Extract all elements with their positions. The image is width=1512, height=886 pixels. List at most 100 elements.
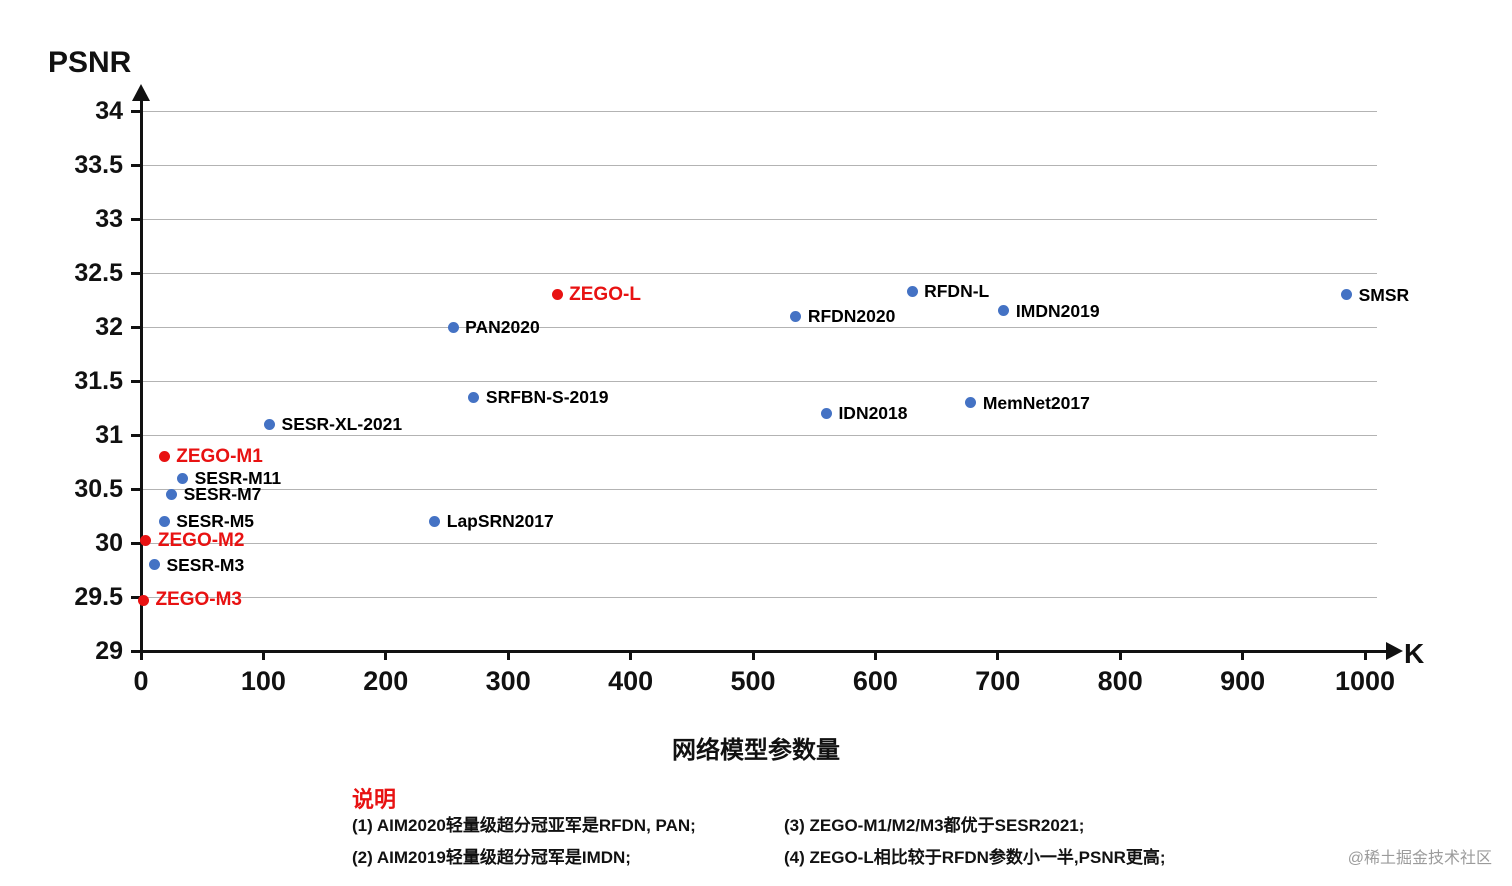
data-point-label: ZEGO-M2 <box>157 529 245 551</box>
data-point <box>820 407 832 419</box>
x-tick-mark <box>629 651 633 660</box>
data-point <box>998 305 1010 317</box>
data-point-label: ZEGO-M1 <box>176 445 263 467</box>
y-tick-label: 32.5 <box>74 259 123 287</box>
y-axis-title: PSNR <box>48 46 132 79</box>
data-point-label: SRFBN-S-2019 <box>485 387 609 408</box>
data-point <box>166 488 178 500</box>
note-item: (3) ZEGO-M1/M2/M3都优于SESR2021; <box>784 816 1085 835</box>
data-point <box>140 535 152 547</box>
y-tick-label: 30 <box>95 529 123 557</box>
x-tick-label: 400 <box>608 666 654 696</box>
x-tick-mark <box>261 651 265 660</box>
note-item: (4) ZEGO-L相比较于RFDN参数小一半,PSNR更高; <box>784 848 1166 867</box>
data-point-label: ZEGO-M3 <box>155 589 242 611</box>
data-point <box>790 310 802 322</box>
gridline <box>141 326 1377 328</box>
x-tick-label: 0 <box>133 666 149 696</box>
y-tick-label: 31 <box>95 421 123 449</box>
gridline <box>141 110 1377 112</box>
x-tick-label: 900 <box>1220 666 1266 696</box>
x-axis-unit-label: K <box>1404 638 1425 669</box>
x-axis-arrow <box>1386 642 1403 660</box>
x-tick-label: 800 <box>1097 666 1143 696</box>
y-tick-mark <box>131 487 140 491</box>
y-tick-label: 33.5 <box>74 151 123 179</box>
data-point <box>158 451 170 463</box>
x-tick-label: 300 <box>485 666 531 696</box>
x-tick-label: 100 <box>240 666 286 696</box>
y-tick-label: 34 <box>95 97 123 125</box>
y-tick-label: 33 <box>95 205 123 233</box>
data-point-label: PAN2020 <box>465 317 540 337</box>
y-tick-mark <box>131 649 140 653</box>
y-axis-line <box>139 98 143 653</box>
data-point-label: MemNet2017 <box>982 392 1090 413</box>
y-tick-mark <box>131 109 140 113</box>
data-point <box>429 515 441 527</box>
note-item: (2) AIM2019轻量级超分冠军是IMDN; <box>352 848 631 867</box>
y-tick-mark <box>131 217 140 221</box>
data-point-label: SESR-M3 <box>166 554 245 575</box>
y-tick-mark <box>131 433 140 437</box>
x-tick-mark <box>873 651 877 660</box>
x-tick-label: 500 <box>730 666 776 696</box>
data-point-label: SESR-M5 <box>176 511 255 532</box>
data-point-label: SMSR <box>1358 284 1410 305</box>
x-tick-mark <box>384 651 388 660</box>
note-item: (1) AIM2020轻量级超分冠亚军是RFDN, PAN; <box>352 816 696 835</box>
y-tick-label: 31.5 <box>74 367 123 395</box>
data-point <box>148 559 160 571</box>
data-point <box>264 418 276 430</box>
data-point <box>1341 289 1353 301</box>
data-point <box>447 321 459 333</box>
data-point-label: IDN2018 <box>838 403 908 424</box>
data-point <box>137 594 149 606</box>
data-point-label: ZEGO-L <box>569 283 641 305</box>
data-point <box>468 391 480 403</box>
data-point-label: SESR-XL-2021 <box>281 414 403 435</box>
data-point <box>906 285 918 297</box>
gridline <box>141 596 1377 598</box>
x-tick-mark <box>751 651 755 660</box>
gridline <box>141 488 1377 490</box>
gridline <box>141 380 1377 382</box>
y-tick-mark <box>131 541 140 545</box>
y-tick-label: 29 <box>95 637 123 665</box>
data-point-label: LapSRN2017 <box>446 511 554 532</box>
data-point-label: SESR-M7 <box>183 484 262 505</box>
y-tick-mark <box>131 271 140 275</box>
y-tick-label: 30.5 <box>74 475 123 503</box>
data-point-label: IMDN2019 <box>1015 300 1100 321</box>
y-axis-arrow <box>132 84 150 101</box>
y-tick-mark <box>131 595 140 599</box>
x-axis-title: 网络模型参数量 <box>672 737 840 764</box>
x-tick-mark <box>506 651 510 660</box>
data-point <box>551 289 563 301</box>
notes-list: (1) AIM2020轻量级超分冠亚军是RFDN, PAN; (2) AIM20… <box>352 814 1166 870</box>
x-tick-label: 700 <box>975 666 1021 696</box>
x-tick-mark <box>996 651 1000 660</box>
gridline <box>141 434 1377 436</box>
data-point <box>965 397 977 409</box>
x-tick-mark <box>1118 651 1122 660</box>
data-point <box>177 472 189 484</box>
gridline <box>141 272 1377 274</box>
x-tick-label: 1000 <box>1334 666 1396 696</box>
x-tick-mark <box>139 651 143 660</box>
watermark: @稀土掘金技术社区 <box>1347 850 1492 867</box>
y-tick-label: 32 <box>95 313 123 341</box>
data-point-label: RFDN2020 <box>807 306 896 327</box>
x-axis-line <box>139 649 1386 653</box>
x-tick-label: 200 <box>363 666 409 696</box>
y-tick-label: 29.5 <box>74 583 123 611</box>
gridline <box>141 218 1377 220</box>
x-tick-label: 600 <box>852 666 898 696</box>
y-tick-mark <box>131 163 140 167</box>
notes-heading: 说明 <box>352 787 397 812</box>
data-point-label: SESR-M11 <box>194 468 282 489</box>
y-tick-mark <box>131 379 140 383</box>
gridline <box>141 164 1377 166</box>
